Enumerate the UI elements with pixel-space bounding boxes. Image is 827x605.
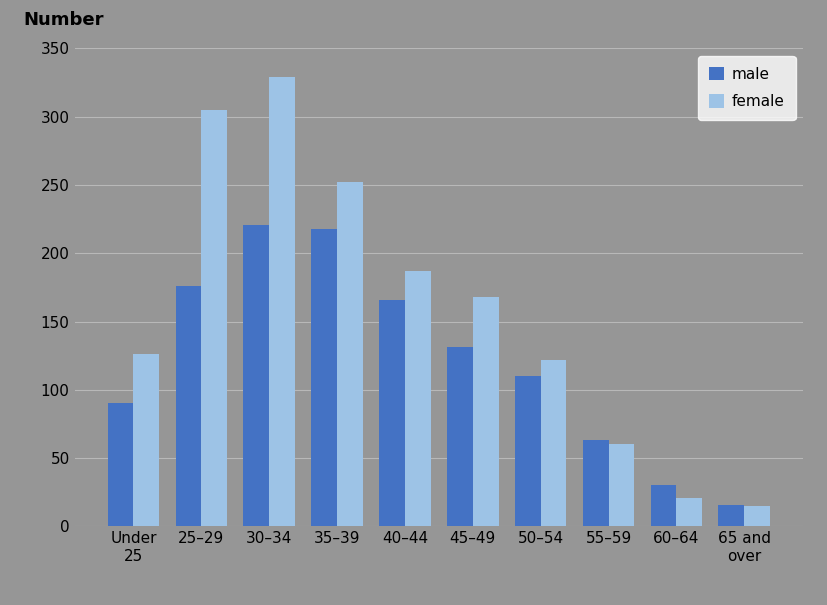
Legend: male, female: male, female [697,56,795,120]
Bar [201,110,227,526]
Bar [243,224,269,526]
Bar [311,229,337,526]
Bar [540,360,566,526]
Text: Number: Number [23,11,104,29]
Bar [337,182,362,526]
Bar [269,77,294,526]
Bar [718,505,743,526]
Bar [608,445,633,526]
Bar [743,506,769,526]
Bar [472,297,498,526]
Bar [447,347,472,526]
Bar [514,376,540,526]
Bar [582,440,608,526]
Bar [379,299,404,526]
Bar [175,286,201,526]
Bar [650,485,676,526]
Bar [108,404,133,526]
Bar [404,271,430,526]
Bar [133,355,159,526]
Bar [676,498,701,526]
